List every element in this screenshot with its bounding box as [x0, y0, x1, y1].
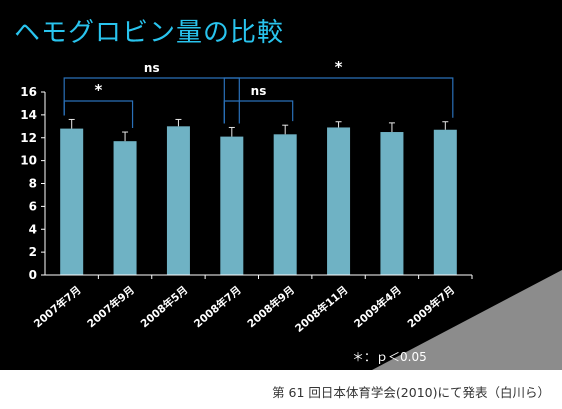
y-tick-label: 10 [20, 154, 37, 168]
bar [327, 127, 351, 275]
significance-bracket [63, 100, 134, 129]
slide-title: ヘモグロビン量の比較 [14, 18, 285, 48]
x-tick-label: 2008年7月 [191, 283, 243, 330]
bar [60, 128, 84, 275]
bar [380, 132, 404, 275]
y-tick-label: 0 [29, 268, 37, 282]
bar [113, 141, 137, 275]
source-caption: 第 61 回日本体育学会(2010)にて発表（白川ら） [272, 385, 550, 400]
bar [273, 134, 297, 275]
significance-note: ＊：ｐ＜0.05 [352, 350, 427, 364]
bar [220, 136, 244, 275]
y-tick-label: 16 [20, 85, 37, 99]
significance-label: ns [251, 84, 267, 98]
x-tick-label: 2008年11月 [292, 283, 350, 335]
significance-label: ns [144, 61, 160, 75]
y-tick-label: 4 [29, 222, 37, 236]
bar [166, 126, 190, 275]
x-tick-label: 2009年4月 [351, 283, 403, 330]
gray-corner-wedge [372, 270, 562, 370]
y-tick-label: 8 [29, 177, 37, 191]
bar [433, 129, 457, 275]
y-tick-label: 2 [29, 245, 37, 259]
x-tick-label: 2007年9月 [85, 283, 137, 330]
y-tick-label: 14 [20, 108, 37, 122]
y-tick-label: 6 [29, 199, 37, 213]
x-tick-label: 2008年9月 [245, 283, 297, 330]
x-tick-label: 2007年7月 [31, 283, 83, 330]
significance-label: * [94, 81, 102, 99]
significance-label: * [335, 58, 343, 76]
x-tick-label: 2009年7月 [405, 283, 457, 330]
y-tick-label: 12 [20, 131, 37, 145]
x-tick-label: 2008年5月 [138, 283, 190, 330]
significance-bracket [223, 100, 294, 124]
